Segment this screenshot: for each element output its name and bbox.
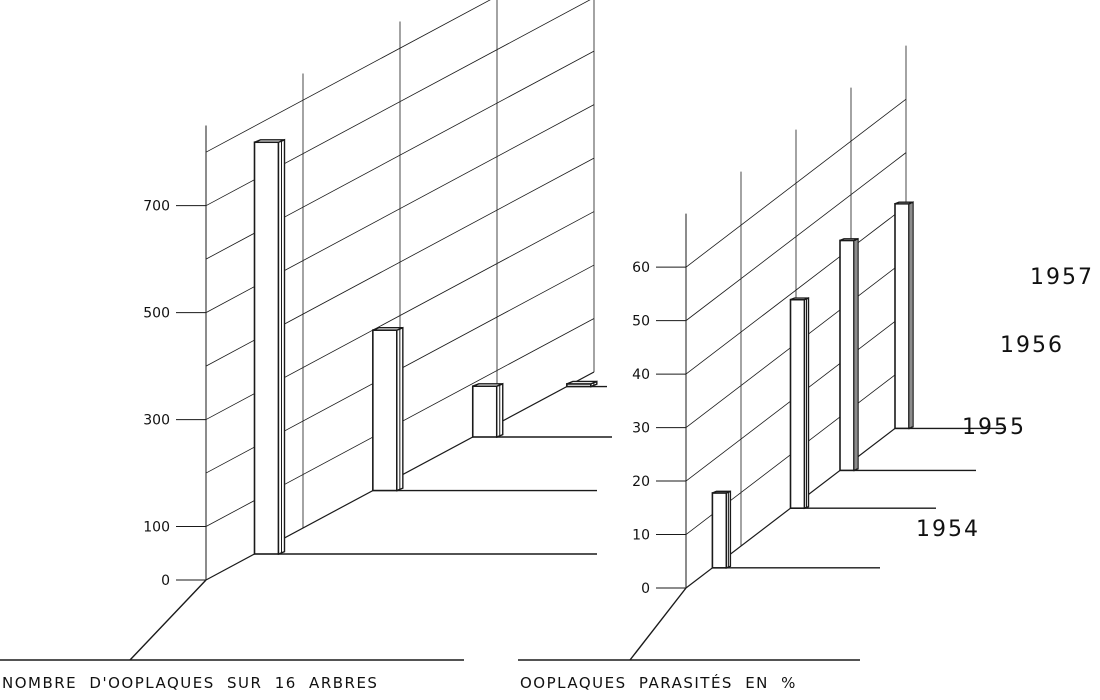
left-bar-top-1954	[254, 139, 285, 143]
right-tick-label: 20	[632, 474, 650, 490]
right-tick-label: 40	[632, 367, 650, 383]
right-bar-1955	[789, 298, 806, 510]
right-tick-label: 60	[632, 260, 650, 276]
right-tick-label: 10	[632, 528, 650, 544]
right-bar-top-1954	[712, 490, 731, 494]
left-bar-1955	[372, 329, 398, 492]
right-bar-1957	[894, 203, 910, 430]
year-labels: 1957 1956 1955 1954	[916, 265, 1094, 542]
left-tick-label: 100	[143, 520, 170, 536]
left-bar-top-1957	[566, 380, 598, 385]
left-tick-label: 500	[143, 306, 170, 322]
left-tick-label: 0	[161, 573, 170, 589]
left-chart-x-axis-caption: NOMBRE D'OOPLAQUES SUR 16 ARBRES	[2, 674, 379, 692]
right-tick-label: 30	[632, 421, 650, 437]
year-label-1956: 1956	[1000, 333, 1064, 358]
right-bar-top-1956	[839, 238, 859, 242]
left-chart-ooplaque-count: 0 100 300 500 700	[0, 0, 612, 661]
right-chart-x-axis-caption: OOPLAQUES PARASITÉS EN %	[520, 674, 797, 692]
year-label-1957: 1957	[1030, 265, 1094, 290]
left-floor-line	[129, 579, 207, 661]
right-floor-line	[629, 587, 687, 661]
right-chart-parasitized-percent: 0 10 20 30 40 50 60	[518, 45, 1004, 661]
left-bar-1954	[253, 141, 280, 555]
right-bar-top-1955	[790, 297, 809, 301]
year-label-1954: 1954	[916, 517, 980, 542]
left-tick-label: 300	[143, 413, 170, 429]
left-bar-top-1956	[472, 383, 504, 387]
right-tick-label: 50	[632, 314, 650, 330]
right-bar-top-1957	[894, 201, 914, 205]
right-bar-1956	[839, 239, 855, 472]
left-bar-top-1955	[372, 327, 404, 331]
right-bar-1954	[711, 492, 728, 569]
left-tick-label: 700	[143, 199, 170, 215]
right-tick-label: 0	[641, 581, 650, 597]
left-bar-1956	[471, 385, 498, 438]
year-label-1955: 1955	[962, 415, 1026, 440]
